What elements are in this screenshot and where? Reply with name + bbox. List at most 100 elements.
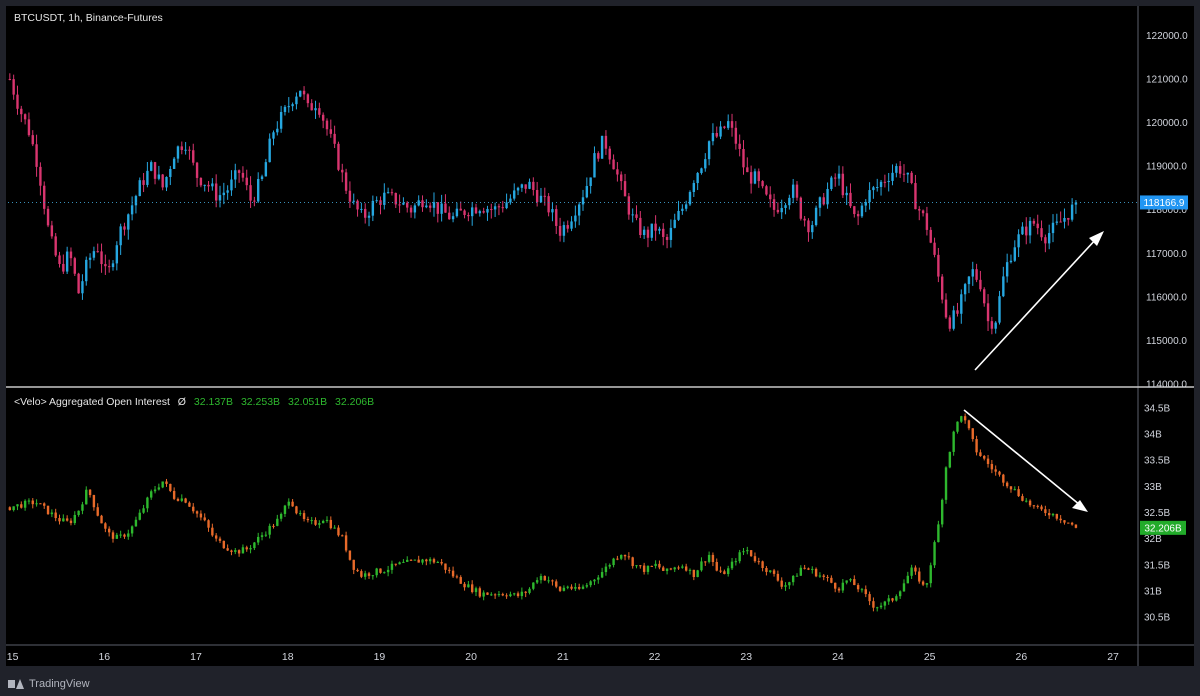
price-axis[interactable]: 122000.0 121000.0 120000.0 119000.0 118000.0…	[1146, 31, 1188, 391]
oi-candle	[218, 538, 222, 541]
oi-candle	[318, 523, 321, 525]
oi-candle	[623, 554, 627, 557]
oi-axis[interactable]: 34.5B 34B 33.5B 33B 32.5B 32B 31.5B 31B 30.5B	[1144, 403, 1170, 623]
oi-candle	[1074, 524, 1078, 528]
oi-candle	[23, 500, 27, 508]
oi-candle	[172, 490, 176, 499]
oi-candle	[983, 456, 986, 459]
price-candle	[444, 203, 447, 213]
price-candle	[940, 276, 944, 300]
price-candle	[868, 190, 871, 203]
price-tick-label: 114000.0	[1146, 380, 1187, 391]
price-candle	[96, 251, 99, 253]
oi-candle	[1067, 522, 1070, 524]
last-oi-badge: 32.206B	[1140, 520, 1186, 535]
price-tick-label: 121000.0	[1146, 75, 1188, 86]
symbol-legend[interactable]: BTCUSDT, 1h, Binance-Futures	[14, 12, 163, 24]
price-candle	[627, 196, 631, 215]
oi-candle	[35, 503, 38, 505]
price-candle	[879, 181, 883, 188]
oi-candle	[291, 501, 294, 507]
oi-candle	[971, 428, 974, 440]
price-candle	[283, 106, 287, 112]
oi-candle	[432, 559, 436, 563]
price-candle	[746, 167, 749, 173]
price-candle	[39, 166, 42, 186]
oi-legend[interactable]: <Velo> Aggregated Open Interest Ø 32.137…	[14, 396, 374, 408]
oi-candle	[364, 573, 367, 577]
oi-candle	[723, 571, 726, 575]
price-candles-layer	[8, 73, 1078, 335]
price-candle	[360, 208, 363, 210]
oi-candle	[27, 500, 31, 502]
price-candle	[971, 269, 974, 277]
oi-candle	[394, 563, 397, 565]
price-candle	[570, 221, 573, 229]
oi-candle	[1055, 513, 1059, 519]
price-candle	[107, 266, 111, 268]
price-candle	[1017, 234, 1020, 248]
oi-candle	[929, 565, 932, 584]
oi-candle	[669, 568, 673, 570]
price-candle	[1005, 262, 1009, 277]
price-candle	[509, 198, 512, 203]
price-candle	[16, 94, 19, 109]
oi-candle	[169, 483, 172, 491]
oi-candle	[616, 558, 619, 560]
oi-tick-label: 30.5B	[1144, 613, 1170, 624]
oi-candle	[665, 568, 669, 571]
oi-candle	[600, 572, 604, 578]
price-candle	[860, 205, 864, 217]
oi-candle	[348, 550, 352, 560]
price-candle	[459, 208, 462, 211]
oi-candle	[249, 548, 252, 550]
price-candle	[111, 263, 115, 268]
time-axis[interactable]: 15 16 17 18 19 20 21 22 23 24 25 26 27	[7, 651, 1119, 663]
price-candle	[749, 172, 753, 184]
oi-candle	[658, 563, 661, 568]
footer-brand[interactable]: TradingView	[8, 678, 90, 690]
price-tick-label: 120000.0	[1146, 118, 1188, 129]
oi-candle	[54, 512, 57, 519]
oi-candle	[539, 576, 543, 581]
oi-candle	[195, 511, 199, 514]
oi-candle	[826, 576, 829, 578]
price-candle	[436, 202, 440, 214]
oi-candle	[707, 554, 711, 562]
oi-candle	[956, 421, 959, 432]
price-candle	[1002, 276, 1005, 297]
oi-candle	[104, 523, 107, 529]
oi-candle	[176, 498, 180, 501]
oi-candle	[868, 594, 871, 602]
oi-candle	[769, 570, 772, 572]
oi-candle	[784, 585, 787, 587]
price-candle	[814, 207, 818, 226]
price-candle	[547, 196, 550, 213]
oi-candle	[891, 598, 894, 601]
oi-candle	[417, 559, 420, 563]
price-candle	[390, 192, 394, 194]
oi-candle	[1013, 489, 1016, 491]
oi-candle	[501, 594, 504, 596]
price-candle	[734, 127, 738, 144]
price-candle	[54, 236, 57, 256]
oi-tick-label: 31.5B	[1144, 560, 1170, 571]
oi-candle	[73, 514, 76, 524]
oi-candle	[1051, 513, 1055, 516]
price-candle	[383, 192, 386, 205]
oi-candle	[65, 518, 69, 521]
price-candle	[761, 181, 764, 187]
oi-candle	[16, 504, 19, 507]
oi-candle	[883, 601, 887, 606]
oi-candle	[566, 586, 569, 588]
oi-candle	[260, 535, 264, 537]
oi-candle	[570, 586, 573, 589]
oi-candle	[134, 519, 138, 527]
price-candle	[639, 217, 642, 236]
oi-candle	[46, 505, 50, 515]
oi-candle	[696, 570, 699, 578]
oi-candle	[673, 567, 676, 570]
price-candle	[818, 197, 822, 208]
